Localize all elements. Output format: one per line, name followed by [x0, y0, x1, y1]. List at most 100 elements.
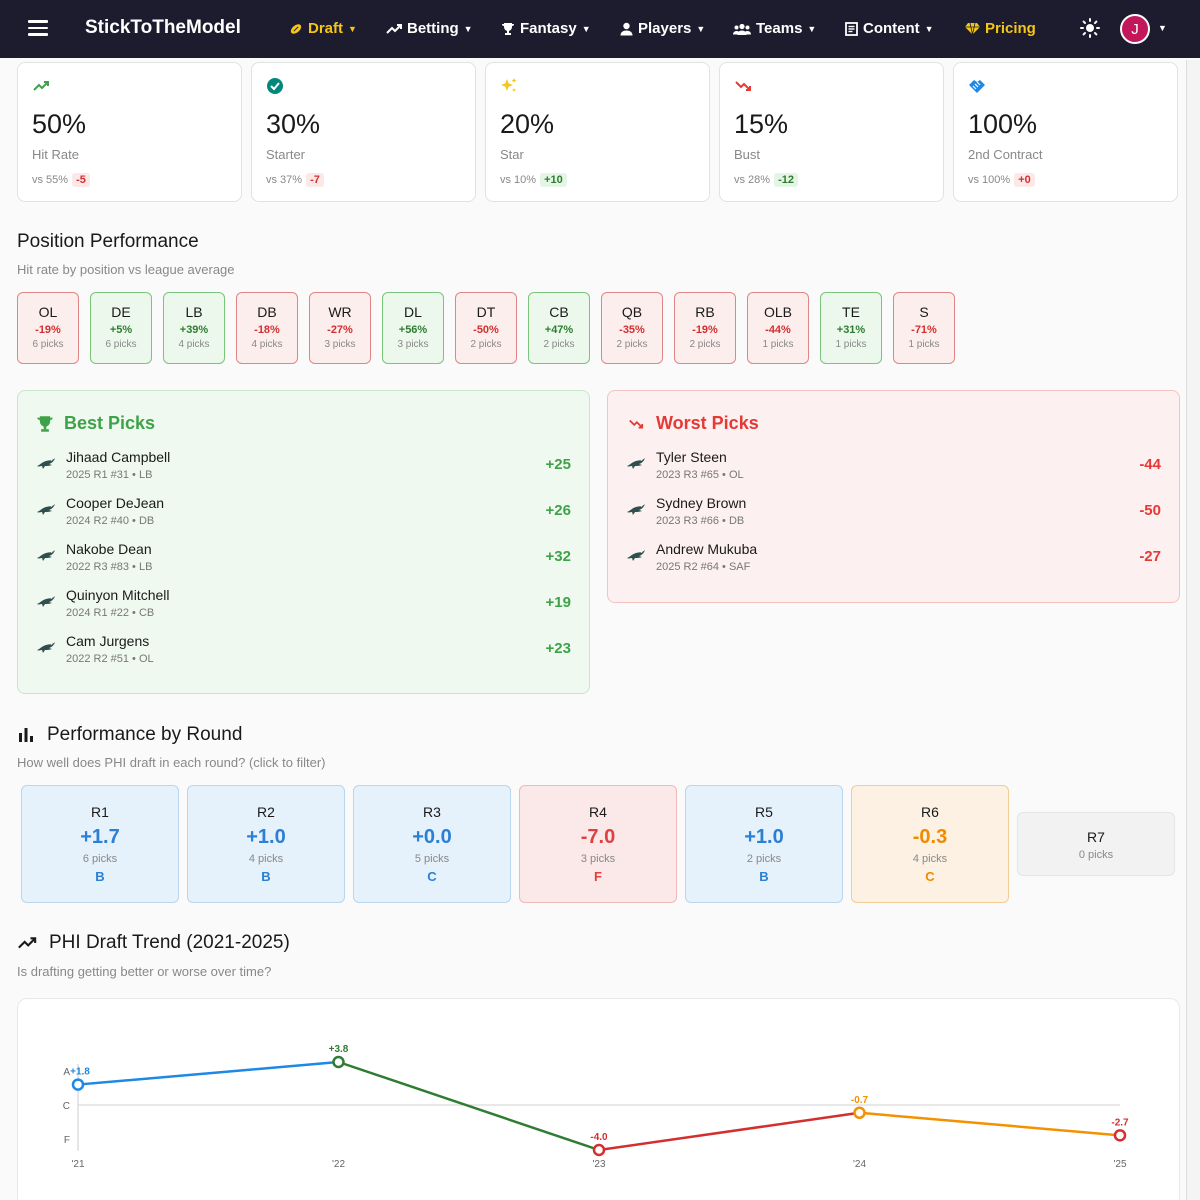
position-delta: -35%: [619, 324, 645, 336]
position-label: CB: [549, 304, 569, 320]
eagles-logo-icon: [627, 550, 645, 561]
nav-pricing-label: Pricing: [985, 20, 1036, 37]
position-delta: -19%: [692, 324, 718, 336]
series-line-segment: [598, 1111, 860, 1152]
delta-badge: -12: [774, 173, 798, 187]
x-tick-label: '21: [71, 1159, 84, 1170]
round-card-r3[interactable]: R3 +0.0 5 picks C: [353, 785, 511, 903]
position-card-dt[interactable]: DT -50% 2 picks: [455, 292, 517, 364]
round-picks: 3 picks: [580, 853, 616, 865]
nav-pricing[interactable]: Pricing: [965, 20, 1036, 37]
pick-row[interactable]: Cam Jurgens 2022 R2 #51 • OL +23: [36, 633, 571, 673]
group-icon: [733, 23, 751, 35]
nav-teams[interactable]: Teams ▼: [733, 20, 816, 37]
stat-label: Hit Rate: [32, 147, 79, 162]
best-picks-header: Best Picks: [36, 413, 155, 434]
player-name[interactable]: Nakobe Dean: [66, 541, 152, 557]
pick-row[interactable]: Tyler Steen 2023 R3 #65 • OL -44: [626, 449, 1161, 489]
pick-meta: 2024 R1 #22 • CB: [66, 607, 155, 619]
pick-row[interactable]: Andrew Mukuba 2025 R2 #64 • SAF -27: [626, 541, 1161, 581]
section-subtitle-position: Hit rate by position vs league average: [17, 262, 235, 277]
position-label: TE: [842, 304, 860, 320]
player-name[interactable]: Cam Jurgens: [66, 633, 150, 649]
delta-badge: -5: [72, 173, 90, 187]
round-label: R5: [755, 804, 773, 820]
position-card-lb[interactable]: LB +39% 4 picks: [163, 292, 225, 364]
position-delta: -27%: [327, 324, 353, 336]
stat-card-2nd-contract: 100% 2nd Contract vs 100% +0: [953, 62, 1178, 202]
menu-icon[interactable]: [28, 20, 48, 36]
position-card-de[interactable]: DE +5% 6 picks: [90, 292, 152, 364]
player-name[interactable]: Tyler Steen: [656, 449, 727, 465]
sparkle-icon: [501, 78, 517, 92]
nav-fantasy-label: Fantasy: [520, 20, 577, 37]
position-label: QB: [621, 304, 643, 320]
stat-label: 2nd Contract: [968, 147, 1043, 162]
position-card-cb[interactable]: CB +47% 2 picks: [528, 292, 590, 364]
position-card-dl[interactable]: DL +56% 3 picks: [382, 292, 444, 364]
pick-row[interactable]: Nakobe Dean 2022 R3 #83 • LB +32: [36, 541, 571, 581]
nav-betting[interactable]: Betting ▼: [386, 20, 473, 37]
player-name[interactable]: Jihaad Campbell: [66, 449, 171, 465]
round-card-r4[interactable]: R4 -7.0 3 picks F: [519, 785, 677, 903]
stat-card-starter: 30% Starter vs 37% -7: [251, 62, 476, 202]
series-line-segment: [338, 1060, 600, 1152]
avatar[interactable]: J: [1120, 14, 1150, 44]
trend-chart: A C F +1.8 '21 +3.8 '22 -4.0 '23 -0.7 '24 -2.7 '25: [63, 1044, 1129, 1170]
player-name[interactable]: Quinyon Mitchell: [66, 587, 170, 603]
position-card-ol[interactable]: OL -19% 6 picks: [17, 292, 79, 364]
stat-compare: vs 100% +0: [968, 173, 1035, 187]
pick-meta: 2025 R2 #64 • SAF: [656, 561, 751, 573]
pick-row[interactable]: Cooper DeJean 2024 R2 #40 • DB +26: [36, 495, 571, 535]
position-card-olb[interactable]: OLB -44% 1 picks: [747, 292, 809, 364]
pick-row[interactable]: Jihaad Campbell 2025 R1 #31 • LB +25: [36, 449, 571, 489]
position-label: LB: [185, 304, 203, 320]
round-card-r6[interactable]: R6 -0.3 4 picks C: [851, 785, 1009, 903]
player-name[interactable]: Andrew Mukuba: [656, 541, 758, 557]
check-circle-icon: [267, 78, 283, 94]
stat-compare: vs 10% +10: [500, 173, 567, 187]
eagles-logo-icon: [37, 550, 55, 561]
brand-logo[interactable]: StickToTheModel: [85, 17, 241, 38]
trending-up-icon: [33, 81, 49, 91]
scrollbar[interactable]: [1186, 60, 1200, 1200]
round-label: R3: [423, 804, 441, 820]
position-card-rb[interactable]: RB -19% 2 picks: [674, 292, 736, 364]
pick-row[interactable]: Sydney Brown 2023 R3 #66 • DB -50: [626, 495, 1161, 535]
nav-content-label: Content: [863, 20, 920, 37]
nav-draft[interactable]: Draft ▼: [289, 20, 357, 37]
nav-fantasy[interactable]: Fantasy ▼: [501, 20, 591, 37]
theme-toggle-sun-icon[interactable]: [1080, 18, 1100, 38]
chevron-down-icon[interactable]: ▼: [1158, 23, 1167, 33]
round-card-r7[interactable]: R7 0 picks: [1017, 812, 1175, 876]
stat-card-bust: 15% Bust vs 28% -12: [719, 62, 944, 202]
position-card-qb[interactable]: QB -35% 2 picks: [601, 292, 663, 364]
pick-meta: 2022 R2 #51 • OL: [66, 653, 154, 665]
best-picks-panel: Best Picks Jihaad Campbell 2025 R1 #31 • …: [17, 390, 590, 694]
position-card-te[interactable]: TE +31% 1 picks: [820, 292, 882, 364]
position-picks: 6 picks: [105, 339, 137, 350]
pick-row[interactable]: Quinyon Mitchell 2024 R1 #22 • CB +19: [36, 587, 571, 627]
round-card-r5[interactable]: R5 +1.0 2 picks B: [685, 785, 843, 903]
round-card-r1[interactable]: R1 +1.7 6 picks B: [21, 785, 179, 903]
position-card-wr[interactable]: WR -27% 3 picks: [309, 292, 371, 364]
position-picks: 1 picks: [908, 339, 940, 350]
nav-draft-label: Draft: [308, 20, 344, 37]
nav-teams-label: Teams: [756, 20, 803, 37]
nav-players[interactable]: Players ▼: [620, 20, 705, 37]
x-tick-label: '24: [853, 1159, 866, 1170]
player-name[interactable]: Cooper DeJean: [66, 495, 165, 511]
stat-compare: vs 37% -7: [266, 173, 324, 187]
position-card-s[interactable]: S -71% 1 picks: [893, 292, 955, 364]
stat-value: 30%: [266, 109, 321, 139]
data-label: -4.0: [590, 1132, 608, 1143]
nav-content[interactable]: Content ▼: [845, 20, 934, 37]
round-card-r2[interactable]: R2 +1.0 4 picks B: [187, 785, 345, 903]
stat-compare-text: vs 10%: [500, 174, 537, 186]
round-value: +1.0: [246, 826, 286, 848]
stat-compare-text: vs 100%: [968, 174, 1011, 186]
player-name[interactable]: Sydney Brown: [656, 495, 747, 511]
handshake-icon: [969, 80, 985, 93]
position-card-db[interactable]: DB -18% 4 picks: [236, 292, 298, 364]
pick-score: +19: [545, 594, 571, 611]
